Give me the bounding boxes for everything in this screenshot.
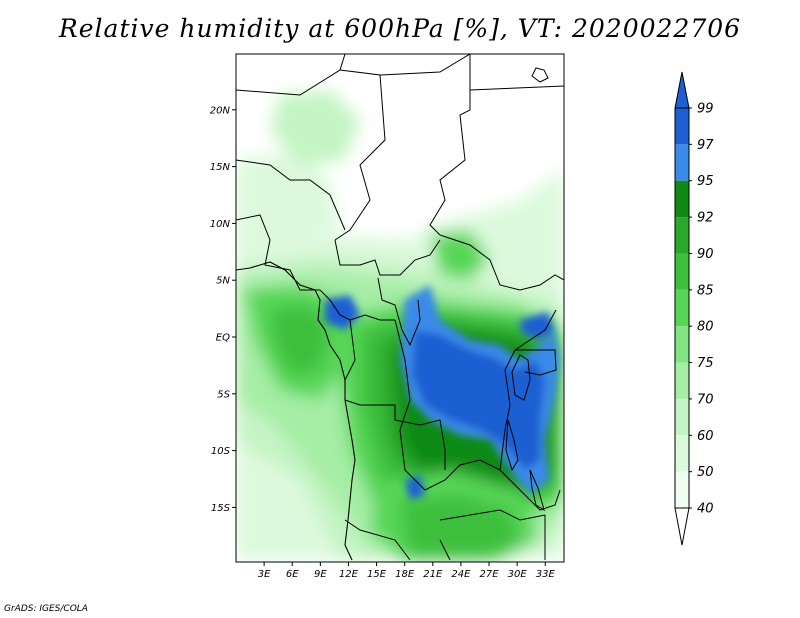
colorbar-segment xyxy=(675,362,689,399)
colorbar-label: 60 xyxy=(697,429,714,444)
lon-label: 18E xyxy=(395,569,415,580)
colorbar-label: 85 xyxy=(697,283,714,298)
lat-label: 15N xyxy=(210,162,231,173)
lon-label: 33E xyxy=(536,569,556,580)
colorbar-label: 90 xyxy=(697,247,714,262)
lat-label: 10N xyxy=(210,219,231,230)
colorbar-segment xyxy=(675,217,689,254)
colorbar-label: 70 xyxy=(697,392,714,407)
colorbar-segment xyxy=(675,326,689,363)
lon-label: 12E xyxy=(339,569,359,580)
lat-label: 5N xyxy=(216,276,230,287)
colorbar-segment xyxy=(675,180,689,218)
lat-label: EQ xyxy=(216,333,230,344)
colorbar-segment xyxy=(675,398,689,436)
colorbar-segment xyxy=(675,144,689,181)
colorbar-label: 40 xyxy=(697,502,714,517)
colorbar-label: 97 xyxy=(697,138,714,153)
colorbar-segment xyxy=(675,289,689,327)
longitude-axis: 3E 6E 9E 12E 15E 18E 21E 24E 27E 30E 33E xyxy=(258,562,556,580)
lon-label: 27E xyxy=(480,569,500,580)
humidity-field xyxy=(236,54,564,562)
map-frame xyxy=(235,53,565,563)
colorbar-label: 95 xyxy=(697,174,714,189)
lat-label: 5S xyxy=(217,389,230,400)
colorbar-segment xyxy=(675,108,689,145)
colorbar-label: 50 xyxy=(697,465,714,480)
lon-label: 24E xyxy=(451,569,471,580)
lon-label: 3E xyxy=(258,569,271,580)
lon-label: 21E xyxy=(423,569,443,580)
lon-label: 30E xyxy=(508,569,528,580)
colorbar-bottom-arrow xyxy=(674,507,690,546)
colorbar: 99 97 95 92 90 85 80 75 70 60 50 40 xyxy=(674,71,714,546)
map-title: Relative humidity at 600hPa [%], VT: 202… xyxy=(58,14,742,43)
colorbar-label: 99 xyxy=(697,102,714,117)
lat-label: 15S xyxy=(211,503,231,514)
colorbar-label: 75 xyxy=(697,356,714,371)
country-borders xyxy=(236,54,564,561)
colorbar-segment xyxy=(675,253,689,290)
grads-credit: GrADS: IGES/COLA xyxy=(4,604,88,614)
lat-label: 20N xyxy=(210,105,231,116)
colorbar-outline xyxy=(674,107,690,509)
lon-label: 6E xyxy=(286,569,299,580)
lat-label: 10S xyxy=(211,446,231,457)
colorbar-segment xyxy=(675,471,689,508)
colorbar-label: 80 xyxy=(697,320,714,335)
latitude-axis: 20N 15N 10N 5N EQ 5S 10S 15S xyxy=(210,105,236,514)
colorbar-label: 92 xyxy=(697,211,714,226)
lon-label: 9E xyxy=(314,569,327,580)
lon-label: 15E xyxy=(367,569,387,580)
colorbar-segment xyxy=(675,435,689,472)
colorbar-top-arrow xyxy=(674,71,690,109)
